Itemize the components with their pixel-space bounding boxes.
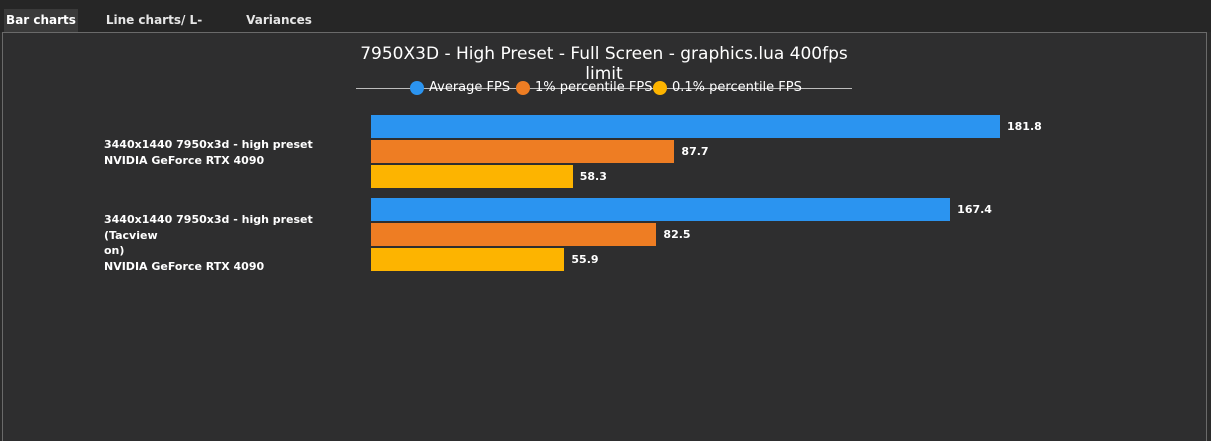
tab-bar-charts[interactable]: Bar charts — [4, 9, 78, 32]
legend-swatch-1pct — [516, 80, 530, 95]
tab-bar: Bar charts Line charts/ L-shapes Varianc… — [0, 0, 1211, 50]
legend-label-average: Average FPS — [429, 80, 511, 95]
bar-1pct[interactable] — [371, 223, 657, 246]
tab-line-charts[interactable]: Line charts/ L-shapes — [105, 13, 203, 50]
legend-swatch-average — [410, 80, 424, 95]
bar-01pct[interactable] — [371, 248, 565, 271]
bar-1pct[interactable] — [371, 140, 675, 163]
bar-01pct[interactable] — [371, 165, 573, 188]
category-label-gpu: NVIDIA GeForce RTX 4090 — [104, 259, 265, 273]
legend-item-1pct[interactable]: 1% percentile FPS — [516, 80, 652, 95]
category-label-line: 3440x1440 7950x3d - high preset — [104, 138, 313, 151]
legend-label-1pct: 1% percentile FPS — [535, 80, 653, 95]
bar-value-label: 181.8 — [1007, 120, 1042, 133]
category-label-tacview: 3440x1440 7950x3d - high preset (Tacview… — [104, 212, 344, 274]
bar-value-label: 58.3 — [579, 170, 607, 183]
category-label-line: 3440x1440 7950x3d - high preset (Tacview — [104, 213, 313, 242]
bar-value-label: 55.9 — [571, 253, 599, 266]
chart-title: 7950X3D - High Preset - Full Screen - gr… — [356, 44, 852, 89]
bar-average[interactable] — [371, 115, 1000, 138]
bar-value-label: 82.5 — [663, 228, 691, 241]
bar-value-label: 167.4 — [957, 203, 992, 216]
category-label-high-preset: 3440x1440 7950x3d - high preset NVIDIA G… — [104, 137, 344, 168]
tab-variances[interactable]: Variances — [246, 13, 312, 27]
legend-label-01pct: 0.1% percentile FPS — [672, 80, 802, 95]
category-label-gpu: NVIDIA GeForce RTX 4090 — [104, 153, 265, 167]
bar-value-label: 87.7 — [681, 145, 709, 158]
bar-average[interactable] — [371, 198, 951, 221]
legend-swatch-01pct — [653, 80, 667, 95]
legend-item-average[interactable]: Average FPS — [410, 80, 510, 95]
category-label-line: on) — [104, 244, 125, 257]
legend-item-01pct[interactable]: 0.1% percentile FPS — [653, 80, 802, 95]
